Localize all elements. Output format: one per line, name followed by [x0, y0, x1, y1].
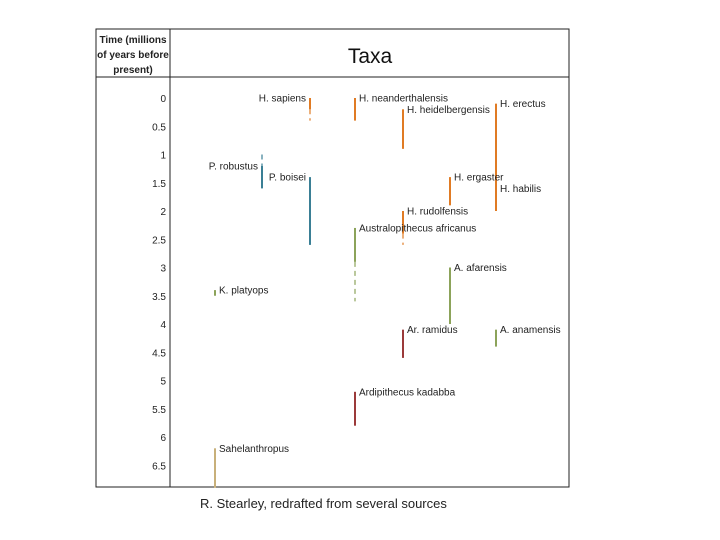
time-label-1-5: 1.5 — [152, 179, 166, 190]
time-label-5-5: 5.5 — [152, 405, 166, 416]
time-label-4: 4 — [160, 320, 166, 331]
taxon-label-p-robustus: P. robustus — [209, 161, 258, 172]
time-column-header-line-1: Time (millions — [99, 35, 166, 46]
taxon-label-a-anamensis: A. anamensis — [500, 325, 561, 336]
time-axis-labels: 0 0.5 1 1.5 2 2.5 3 3.5 4 4.5 5 5.5 6 6.5 — [152, 94, 166, 472]
taxon-label-p-boisei: P. boisei — [269, 173, 306, 184]
taxon-label-h-sapiens: H. sapiens — [259, 94, 306, 105]
time-label-2-5: 2.5 — [152, 235, 166, 246]
source-caption: R. Stearley, redrafted from several sour… — [200, 496, 447, 511]
time-label-0: 0 — [160, 94, 166, 105]
taxon-label-h-neanderthalensis: H. neanderthalensis — [359, 94, 448, 105]
time-label-6-5: 6.5 — [152, 461, 166, 472]
taxon-label-ardipithecus-kadabba: Ardipithecus kadabba — [359, 387, 456, 398]
figure-frame — [95, 28, 570, 488]
taxon-label-sahelanthropus: Sahelanthropus — [219, 444, 289, 455]
time-column-header-line-3: present) — [113, 65, 152, 76]
time-label-1: 1 — [160, 151, 166, 162]
taxon-label-a-afarensis: A. afarensis — [454, 263, 507, 274]
time-label-6: 6 — [160, 433, 166, 444]
time-label-3-5: 3.5 — [152, 292, 166, 303]
time-label-0-5: 0.5 — [152, 122, 166, 133]
taxa-title: Taxa — [348, 45, 393, 68]
taxon-label-h-erectus: H. erectus — [500, 99, 546, 110]
time-label-5: 5 — [160, 377, 166, 388]
time-label-3: 3 — [160, 264, 166, 275]
taxon-label-h-heidelbergensis: H. heidelbergensis — [407, 105, 490, 116]
taxon-label-h-rudolfensis: H. rudolfensis — [407, 207, 468, 218]
taxon-label-australopithecus-africanus: Australopithecus africanus — [359, 223, 476, 234]
taxon-label-k-platyops: K. platyops — [219, 286, 268, 297]
time-label-4-5: 4.5 — [152, 348, 166, 359]
time-column-header-line-2: of years before — [97, 50, 169, 61]
time-label-2: 2 — [160, 207, 166, 218]
taxon-label-h-ergaster: H. ergaster — [454, 173, 504, 184]
taxa-bars — [214, 98, 497, 488]
taxon-label-h-habilis: H. habilis — [500, 184, 541, 195]
taxon-label-ar-ramidus: Ar. ramidus — [407, 325, 458, 336]
